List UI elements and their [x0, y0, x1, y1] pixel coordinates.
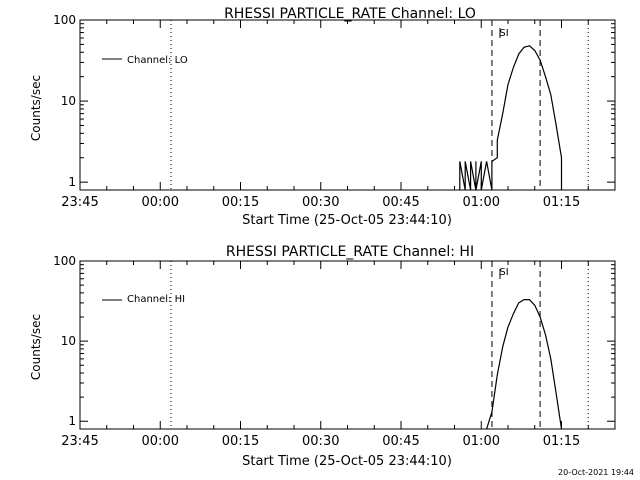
x-axis-label: Start Time (25-Oct-05 23:44:10): [242, 213, 452, 228]
x-tick-label: 00:00: [142, 195, 179, 210]
x-tick-label: 00:45: [382, 195, 419, 210]
marker-label: SI: [499, 267, 508, 278]
x-tick-label: 00:15: [222, 434, 259, 449]
legend-label: Channel: LO: [127, 55, 188, 66]
y-tick-label: 1: [68, 175, 76, 189]
x-tick-label: 23:45: [61, 195, 98, 210]
y-tick-label: 1: [68, 414, 76, 428]
x-tick-label: 01:15: [543, 434, 580, 449]
x-tick-label: 01:00: [463, 434, 500, 449]
y-tick-label: 10: [61, 334, 76, 348]
x-tick-label: 00:30: [302, 195, 339, 210]
y-tick-label: 10: [61, 94, 76, 108]
footer-timestamp: 20-Oct-2021 19:44: [558, 468, 634, 477]
chart-panel-lo: RHESSI PARTICLE_RATE Channel: LO Start T…: [29, 6, 616, 228]
chart-title: RHESSI PARTICLE_RATE Channel: LO: [224, 6, 476, 22]
x-tick-label: 00:00: [142, 434, 179, 449]
legend-label: Channel: HI: [127, 294, 185, 305]
x-axis-label: Start Time (25-Oct-05 23:44:10): [242, 454, 452, 469]
marker-label: SI: [499, 28, 508, 39]
x-tick-label: 23:45: [61, 434, 98, 449]
plot-frame: [79, 19, 616, 191]
y-tick-label: 100: [53, 254, 76, 268]
y-axis-label: Counts/sec: [29, 314, 43, 380]
x-tick-label: 00:15: [222, 195, 259, 210]
chart-title: RHESSI PARTICLE_RATE Channel: HI: [226, 244, 474, 260]
x-tick-label: 01:15: [543, 195, 580, 210]
x-tick-label: 00:30: [302, 434, 339, 449]
y-axis-label: Counts/sec: [29, 75, 43, 141]
x-tick-label: 01:00: [463, 195, 500, 210]
y-tick-label: 100: [53, 13, 76, 27]
series-line: [486, 299, 563, 430]
series-line: [459, 45, 563, 191]
plot-frame: [79, 260, 616, 430]
x-tick-label: 00:45: [382, 434, 419, 449]
chart-panel-hi: RHESSI PARTICLE_RATE Channel: HI Start T…: [29, 244, 616, 469]
